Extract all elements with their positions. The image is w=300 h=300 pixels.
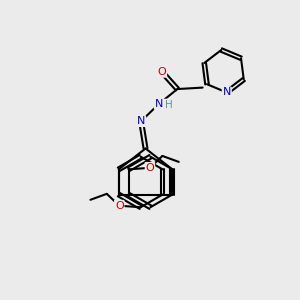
Text: H: H	[165, 100, 172, 110]
Text: N: N	[137, 116, 145, 126]
Text: O: O	[158, 67, 166, 77]
Text: O: O	[146, 163, 154, 173]
Text: O: O	[115, 201, 124, 211]
Text: N: N	[223, 88, 231, 98]
Text: N: N	[155, 99, 163, 109]
